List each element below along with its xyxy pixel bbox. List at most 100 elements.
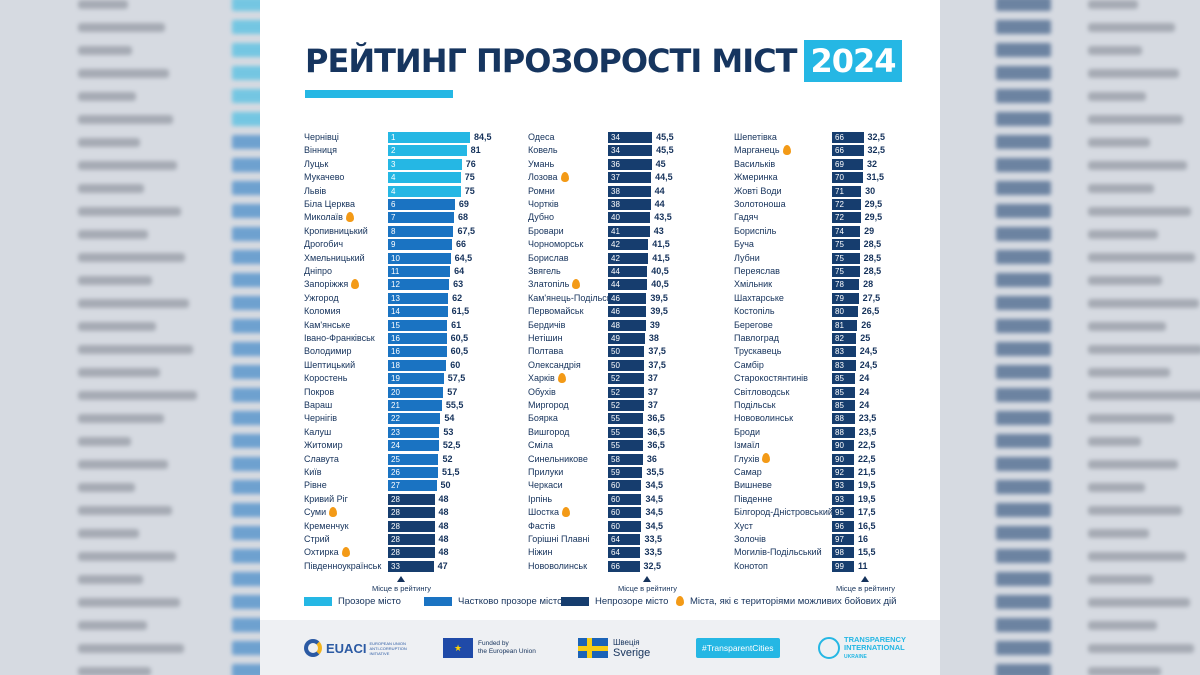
city-name: Львів (304, 185, 327, 196)
rank-number: 55 (611, 441, 620, 451)
rank-bar: 4 (388, 185, 461, 197)
city-name: Первомайськ (528, 306, 584, 317)
blurred-row (0, 293, 260, 315)
blurred-row (0, 40, 260, 62)
score-value: 36 (646, 453, 657, 464)
rank-number: 60 (611, 508, 620, 518)
city-name: Ніжин (528, 547, 553, 558)
city-name: Нетішин (528, 333, 563, 343)
blurred-row (938, 132, 1200, 154)
blurred-row (938, 592, 1200, 614)
blurred-row (938, 270, 1200, 292)
rank-bar: 28 (388, 520, 435, 532)
rank-bar: 25 (388, 453, 439, 465)
rank-number: 27 (391, 481, 400, 491)
ranking-row: Конотоп 99 11 (734, 560, 934, 573)
city-name: Подільськ (734, 400, 776, 410)
score-value: 34,5 (645, 507, 663, 518)
city-name: Дубно (528, 212, 555, 223)
rank-bar: 19 (388, 373, 444, 385)
ranking-row: Олександрія 50 37,5 (528, 359, 728, 372)
rank-number: 66 (835, 146, 844, 156)
rank-number: 95 (835, 508, 844, 518)
ti-line-1: TRANSPARENCY (844, 634, 906, 644)
city-name: Золотоноша (734, 199, 786, 209)
fire-icon (345, 212, 354, 223)
axis-note-3: Місце в рейтингу (836, 576, 895, 593)
ti-line-3: UKRAINE (844, 653, 867, 660)
city-name: Глухів (734, 453, 771, 466)
rank-bar: 7 (388, 212, 454, 224)
city-name: Київ (304, 467, 322, 477)
rank-bar: 93 (832, 480, 854, 492)
blurred-row (938, 431, 1200, 453)
ranking-row: Ужгород 13 62 (304, 292, 504, 305)
rank-bar: 49 (608, 333, 645, 344)
rank-number: 58 (611, 454, 620, 464)
city-name: Бердичів (528, 319, 566, 330)
score-value: 28,5 (863, 266, 882, 276)
ranking-row: Броди 88 23,5 (734, 426, 934, 439)
axis-note-text: Місце в рейтингу (372, 584, 431, 593)
rank-bar: 85 (832, 386, 856, 398)
city-name: Чорноморськ (528, 239, 584, 250)
city-name: Луцьк (304, 158, 329, 169)
ranking-row: Ніжин 64 33,5 (528, 546, 728, 559)
rank-number: 72 (835, 200, 844, 209)
fire-icon (329, 506, 338, 517)
score-value: 25 (860, 333, 871, 343)
rank-number: 10 (391, 253, 400, 263)
ranking-row: Кривий Ріг 28 48 (304, 493, 504, 506)
blurred-row (938, 477, 1200, 499)
score-value: 28,5 (863, 239, 882, 250)
legend-item-transparent: Прозоре місто (304, 596, 401, 607)
rank-number: 79 (835, 293, 844, 303)
rank-number: 99 (835, 561, 844, 571)
rank-bar: 44 (608, 266, 648, 277)
score-value: 26,5 (861, 306, 880, 317)
blurred-row (0, 500, 260, 522)
ranking-row: Вінниця 2 81 (304, 144, 504, 157)
axis-note-1: Місце в рейтингу (372, 576, 431, 593)
city-name: Біла Церква (304, 199, 355, 209)
blurred-row (0, 0, 260, 16)
city-name: Конотоп (734, 560, 768, 571)
score-value: 32 (867, 158, 878, 169)
rank-number: 38 (611, 186, 620, 196)
rank-bar: 28 (388, 534, 435, 545)
ranking-row: Первомайськ 46 39,5 (528, 305, 728, 318)
city-name: Нововолинськ (528, 560, 588, 571)
city-name: Васильків (734, 158, 776, 169)
rank-number: 46 (611, 307, 620, 317)
blurred-background-right (938, 0, 1200, 675)
hashtag-text: #TransparentCities (696, 638, 780, 658)
blurred-row (938, 316, 1200, 338)
blurred-row (938, 638, 1200, 660)
city-name: Білгород-Дністровський (734, 507, 833, 518)
score-value: 48 (438, 493, 449, 504)
city-name: Могилів-Подільський (734, 547, 822, 558)
city-name: Шепетівка (734, 132, 777, 142)
ranking-row: Чернівці 1 84,5 (304, 131, 504, 144)
rank-bar: 10 (388, 252, 451, 264)
blurred-row (938, 569, 1200, 591)
city-name: Охтирка (304, 546, 350, 559)
blurred-row (0, 63, 260, 85)
city-name: Сміла (528, 440, 553, 451)
score-value: 40,5 (651, 279, 669, 290)
city-name: Трускавець (734, 346, 782, 357)
rank-bar: 55 (608, 426, 644, 438)
rank-number: 75 (835, 240, 844, 250)
ranking-row: Шахтарське 79 27,5 (734, 292, 934, 305)
ti-logo: TRANSPARENCY INTERNATIONAL UKRAINE (818, 634, 906, 660)
partners-footer: EUACI EUROPEAN UNION ANTI-CORRUPTION INI… (260, 620, 940, 675)
blurred-row (0, 109, 260, 131)
ranking-row: Ізмаїл 90 22,5 (734, 439, 934, 452)
ranking-row: Борислав 42 41,5 (528, 252, 728, 265)
city-name: Берегове (734, 319, 773, 330)
score-value: 11 (858, 560, 868, 571)
score-value: 17,5 (858, 507, 876, 518)
score-value: 33,5 (644, 547, 663, 558)
score-value: 32,5 (643, 560, 662, 571)
axis-note-2: Місце в рейтингу (618, 576, 677, 593)
